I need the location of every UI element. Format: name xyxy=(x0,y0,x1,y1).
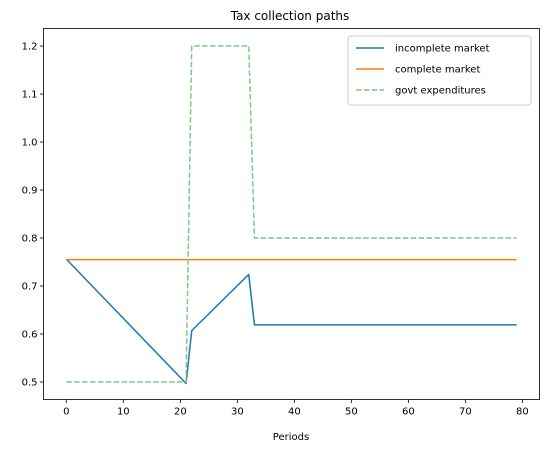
legend-box xyxy=(347,35,532,106)
legend-label: complete market xyxy=(395,65,480,76)
y-tick-label: 1.2 xyxy=(22,42,38,53)
series-layer xyxy=(65,45,517,385)
y-tick-label: 1.0 xyxy=(22,138,38,149)
plot-frame xyxy=(43,28,540,400)
x-tick-label: 40 xyxy=(288,407,301,418)
x-axis-label: Periods xyxy=(273,432,309,443)
x-tick-label: 20 xyxy=(174,407,187,418)
y-tick-label: 0.6 xyxy=(22,329,38,340)
x-tick-label: 0 xyxy=(63,407,69,418)
y-tick-label: 0.9 xyxy=(22,186,38,197)
x-axis: 0 10 20 30 40 50 60 70 80 xyxy=(63,399,529,418)
x-tick-label: 30 xyxy=(231,407,244,418)
y-axis: 0.5 0.6 0.7 0.8 0.9 1.0 1.1 1.2 xyxy=(22,42,44,388)
y-tick-label: 0.5 xyxy=(22,377,38,388)
chart-title: Tax collection paths xyxy=(230,9,350,23)
legend-label: govt expenditures xyxy=(395,86,486,97)
x-tick-label: 70 xyxy=(459,407,472,418)
legend-label: incomplete market xyxy=(395,44,490,55)
series-line-incomplete-market xyxy=(65,258,517,385)
x-tick-label: 80 xyxy=(516,407,529,418)
y-tick-label: 0.7 xyxy=(22,281,38,292)
y-tick-label: 1.1 xyxy=(22,90,38,101)
plot-area xyxy=(43,28,540,400)
x-tick-label: 10 xyxy=(117,407,130,418)
series-line-govt-expenditures xyxy=(66,45,517,383)
x-tick-label: 50 xyxy=(345,407,358,418)
y-tick-label: 0.8 xyxy=(22,233,38,244)
x-tick-label: 60 xyxy=(402,407,415,418)
legend: incomplete market complete market govt exp… xyxy=(347,35,532,106)
